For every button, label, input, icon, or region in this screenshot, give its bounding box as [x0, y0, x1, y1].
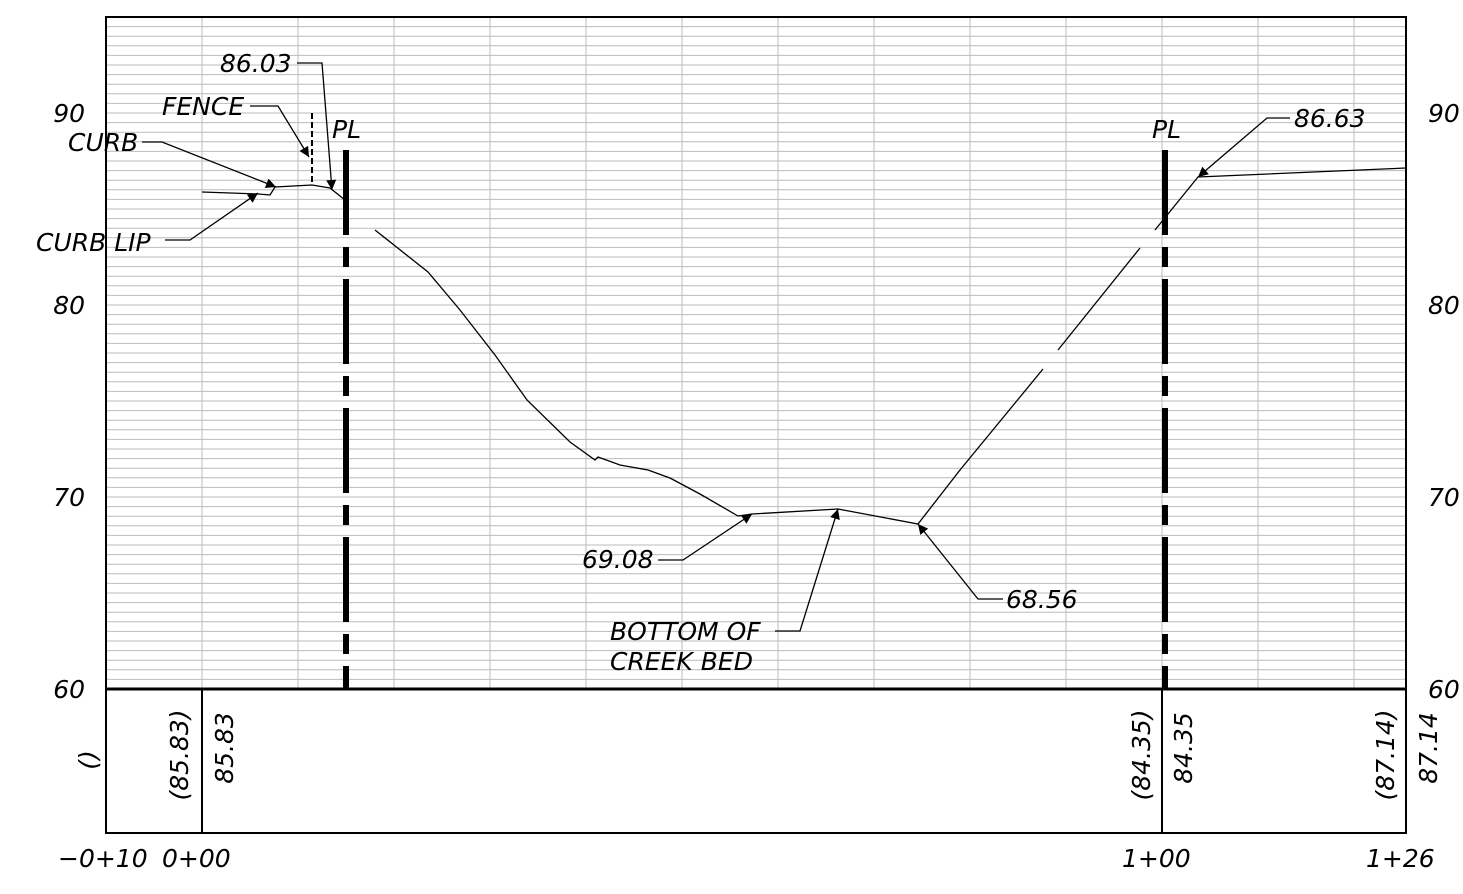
elevation-label: 70 [1428, 483, 1460, 512]
callout: PL [1152, 115, 1181, 144]
leaders [142, 62, 1290, 632]
callout: BOTTOM OF [610, 617, 761, 646]
callout: 86.63 [1294, 104, 1366, 133]
station-label: −0+10 [58, 844, 148, 873]
elevation-label: 60 [1428, 675, 1460, 704]
callout: CURB [68, 128, 138, 157]
callout: 86.03 [220, 49, 292, 78]
callout: CURB LIP [36, 228, 152, 257]
callout: 69.08 [582, 545, 654, 574]
band-label: 87.14 [1414, 712, 1443, 784]
elevation-label: 90 [1428, 99, 1460, 128]
elevation-label: 70 [53, 483, 85, 512]
band-label: () [74, 750, 103, 770]
ground-line [201, 167, 1407, 525]
callout: FENCE [162, 92, 244, 121]
station-label: 1+26 [1366, 844, 1435, 873]
elevation-label: 80 [1428, 291, 1460, 320]
elevation-label: 90 [53, 99, 85, 128]
band-label: 85.83 [210, 712, 239, 784]
callout: 68.56 [1006, 585, 1078, 614]
callout: CREEK BED [610, 647, 753, 676]
station-label: 1+00 [1122, 844, 1191, 873]
frame [105, 16, 1407, 834]
elevation-label: 80 [53, 291, 85, 320]
callout: PL [332, 115, 361, 144]
band-label: (84.35) [1127, 709, 1156, 800]
grid [106, 17, 1406, 689]
station-label: 0+00 [162, 844, 231, 873]
band-label: 84.35 [1169, 712, 1198, 784]
band-label: (87.14) [1371, 709, 1400, 800]
band-label: (85.83) [165, 709, 194, 800]
elevation-label: 60 [53, 675, 85, 704]
